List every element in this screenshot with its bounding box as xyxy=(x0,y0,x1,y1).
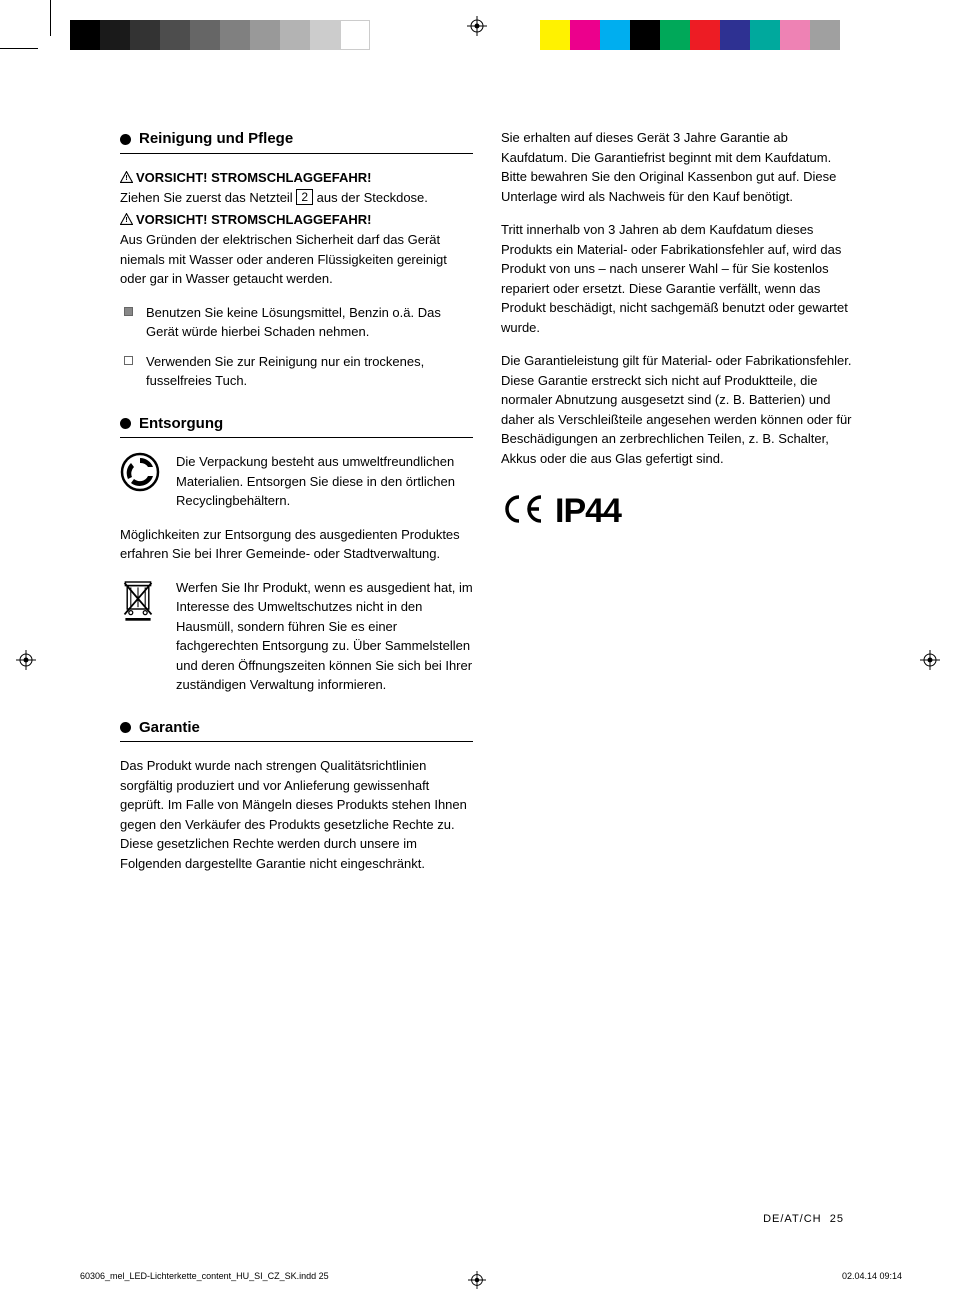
weee-bin-icon xyxy=(120,578,162,695)
footer-lang: DE/AT/CH xyxy=(763,1213,822,1225)
svg-text:!: ! xyxy=(125,173,128,182)
footer-filename: 60306_mel_LED-Lichterkette_content_HU_SI… xyxy=(80,1270,329,1284)
ce-mark-icon xyxy=(501,493,545,531)
part-ref-box: 2 xyxy=(296,189,313,205)
bullet-list: Benutzen Sie keine Lösungsmittel, Benzin… xyxy=(120,303,473,391)
warning-line-1: ! VORSICHT! STROMSCHLAGGEFAHR! xyxy=(120,168,473,189)
disposal-p2: Möglichkeiten zur Entsorgung des ausgedi… xyxy=(120,525,473,564)
text-frag: aus der Steckdose. xyxy=(313,190,428,205)
warning-line-2: ! VORSICHT! STROMSCHLAGGEFAHR! xyxy=(120,210,473,231)
svg-text:!: ! xyxy=(125,215,128,224)
warning-triangle-icon: ! xyxy=(120,211,133,231)
list-item: Benutzen Sie keine Lösungsmittel, Benzin… xyxy=(120,303,473,342)
registration-mark-bottom xyxy=(468,1271,486,1289)
heading-text: Garantie xyxy=(139,717,200,740)
right-column: Sie erhalten auf dieses Gerät 3 Jahre Ga… xyxy=(501,128,854,1225)
warning-triangle-icon: ! xyxy=(120,169,133,189)
grayscale-bar xyxy=(70,20,370,50)
section-heading-disposal: Entsorgung xyxy=(120,413,473,439)
icon-paragraph: Die Verpackung besteht aus umweltfreundl… xyxy=(120,452,473,511)
list-text: Verwenden Sie zur Reinigung nur ein troc… xyxy=(146,354,424,389)
warranty-p3: Tritt innerhalb von 3 Jahren ab dem Kauf… xyxy=(501,220,854,337)
disposal-p1: Die Verpackung besteht aus umweltfreundl… xyxy=(176,452,473,511)
crop-tick xyxy=(50,0,51,36)
warranty-p4: Die Garantieleistung gilt für Material- … xyxy=(501,351,854,468)
disposal-p3: Werfen Sie Ihr Produkt, wenn es ausgedie… xyxy=(176,578,473,695)
list-item: Verwenden Sie zur Reinigung nur ein troc… xyxy=(120,352,473,391)
registration-mark-top xyxy=(467,16,487,36)
color-bar xyxy=(540,20,840,50)
text-frag: Ziehen Sie zuerst das Netzteil xyxy=(120,190,296,205)
icon-paragraph: Werfen Sie Ihr Produkt, wenn es ausgedie… xyxy=(120,578,473,695)
warranty-p1: Das Produkt wurde nach strengen Qualität… xyxy=(120,756,473,873)
footer-date: 02.04.14 09:14 xyxy=(842,1270,902,1284)
registration-mark-right xyxy=(920,650,940,670)
heading-text: Reinigung und Pflege xyxy=(139,128,293,151)
footer-page: 25 xyxy=(830,1213,844,1225)
certification-row: IP44 xyxy=(501,486,854,537)
warranty-p2: Sie erhalten auf dieses Gerät 3 Jahre Ga… xyxy=(501,128,854,206)
list-text: Benutzen Sie keine Lösungsmittel, Benzin… xyxy=(146,305,441,340)
warning-1-body: Ziehen Sie zuerst das Netzteil 2 aus der… xyxy=(120,188,473,208)
warning-text: VORSICHT! STROMSCHLAGGEFAHR! xyxy=(136,212,371,227)
footer-lang-page: DE/AT/CH 25 xyxy=(763,1211,844,1228)
crop-tick xyxy=(0,48,38,49)
warning-2-body: Aus Gründen der elektrischen Sicherheit … xyxy=(120,230,473,289)
heading-text: Entsorgung xyxy=(139,413,223,436)
left-column: Reinigung und Pflege ! VORSICHT! STROMSC… xyxy=(120,128,473,1225)
page-content: Reinigung und Pflege ! VORSICHT! STROMSC… xyxy=(120,128,854,1225)
square-bullet-icon xyxy=(124,356,133,365)
warning-text: VORSICHT! STROMSCHLAGGEFAHR! xyxy=(136,170,371,185)
ip-rating: IP44 xyxy=(555,486,621,537)
section-heading-cleaning: Reinigung und Pflege xyxy=(120,128,473,154)
registration-mark-left xyxy=(16,650,36,670)
section-heading-warranty: Garantie xyxy=(120,717,473,743)
square-bullet-icon xyxy=(124,307,133,316)
recycle-icon xyxy=(120,452,162,511)
